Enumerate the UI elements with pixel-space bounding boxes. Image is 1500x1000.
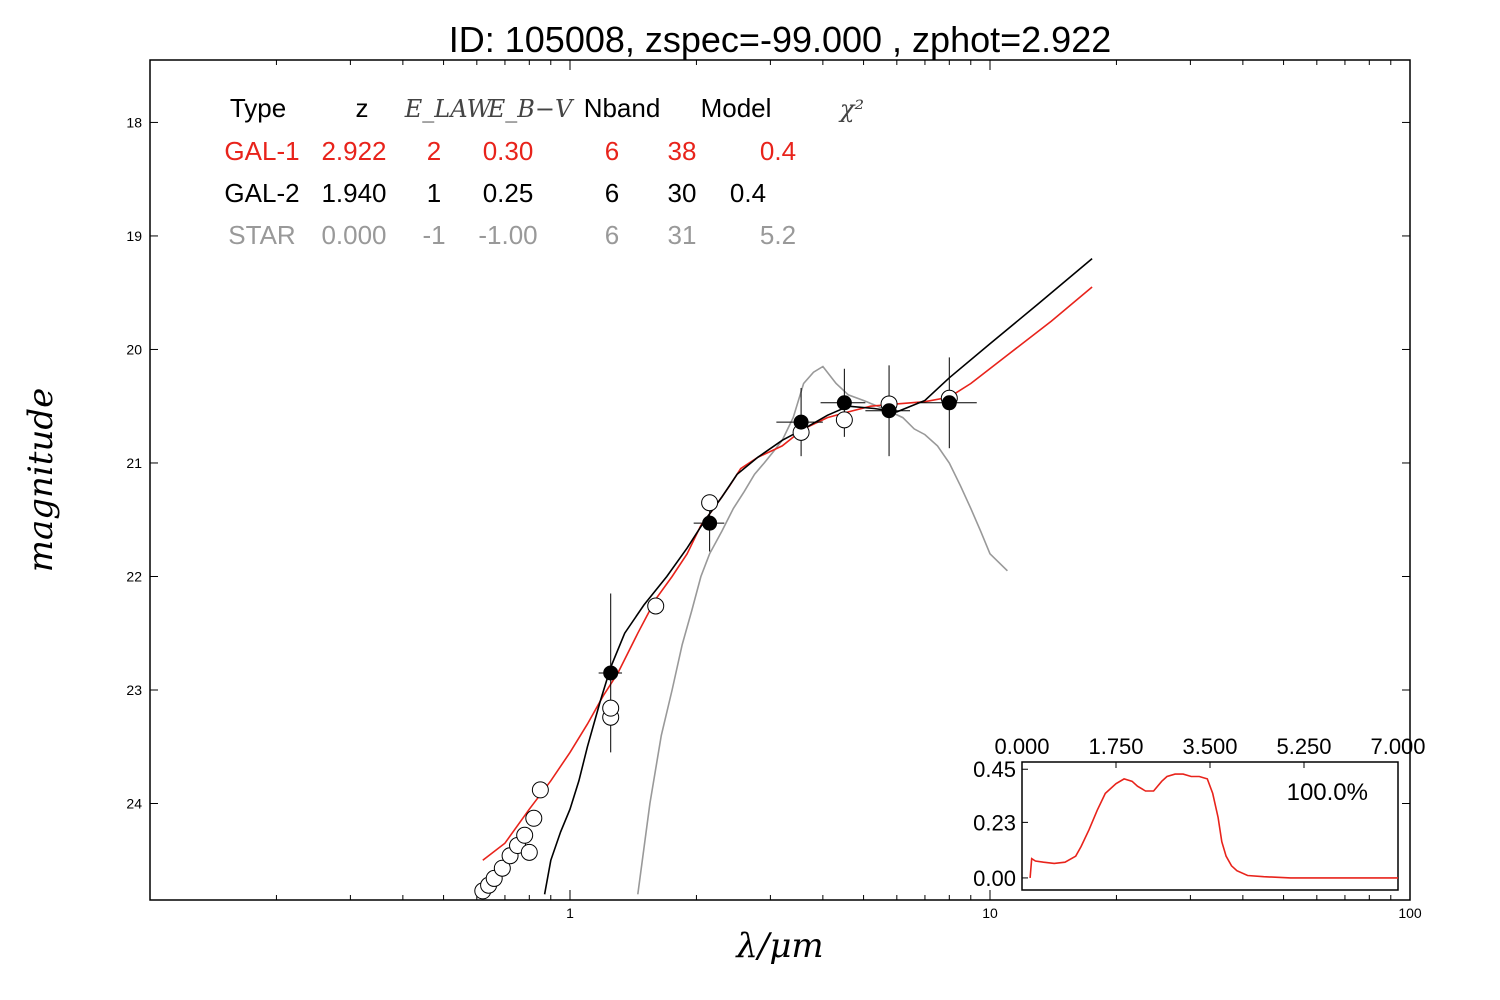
fit-table-cell: 38 — [668, 136, 697, 166]
y-tick-label: 22 — [126, 568, 142, 584]
fit-table-row-gal-1: GAL-1 2.922 2 0.30 6 38 0.4 — [224, 136, 796, 166]
fit-table-cell: 5.2 — [760, 220, 796, 250]
x-tick-label: 100 — [1398, 905, 1422, 921]
observed-magnitude-point — [941, 395, 957, 411]
gal2-sed-line — [543, 257, 1093, 895]
inset-annotation: 100.0% — [1287, 779, 1368, 806]
model-magnitude-point — [493, 859, 511, 877]
y-tick-label: 21 — [126, 455, 142, 471]
pdz-line — [1029, 773, 1398, 879]
observed-magnitude-point — [603, 665, 619, 681]
x-tick-label: 1 — [566, 905, 574, 921]
fit-table-header-cell: χ² — [838, 95, 864, 123]
model-magnitude-point — [835, 411, 853, 429]
pdz-inset-plot: 0.000 1.750 3.500 5.250 7.000 0.00 0.23 0.45 — [973, 734, 1425, 891]
plot-frame — [149, 59, 1411, 901]
fit-table-header-cell: E_B−V — [487, 95, 575, 123]
y-tick-label: 19 — [126, 228, 142, 244]
star-sed-line — [637, 365, 1008, 895]
model-magnitude-point — [647, 597, 665, 615]
fit-table-cell: 31 — [668, 220, 697, 250]
fit-table-cell: 2.922 — [321, 136, 386, 166]
fit-table-row-star: STAR 0.000 -1 -1.00 6 31 5.2 — [228, 220, 796, 250]
model-magnitude-point — [531, 781, 549, 799]
fit-table-cell: 6 — [605, 220, 619, 250]
model-magnitude-point — [602, 699, 620, 717]
fit-table-cell: 6 — [605, 178, 619, 208]
fit-table-cell: 1 — [427, 178, 441, 208]
y-tick-label: 24 — [126, 796, 142, 812]
y-tick-label: 23 — [126, 682, 142, 698]
fit-table-header-cell: Nband — [584, 93, 661, 123]
model-magnitude-point — [520, 843, 538, 861]
fit-table-cell: 0.25 — [483, 178, 534, 208]
fit-table-cell: STAR — [228, 220, 295, 250]
inset-x-tick-label: 1.750 — [1088, 734, 1143, 759]
fit-table-cell: 30 — [668, 178, 697, 208]
inset-x-tick-label: 7.000 — [1370, 734, 1425, 759]
observed-magnitude-point — [793, 414, 809, 430]
observed-magnitude-point — [836, 395, 852, 411]
fit-table-cell: 0.4 — [760, 136, 796, 166]
x-axis-label: λ/μm — [734, 926, 823, 966]
y-tick-label: 20 — [126, 341, 142, 357]
fit-table-cell: 0.30 — [483, 136, 534, 166]
x-tick-label: 10 — [982, 905, 998, 921]
fit-table-cell: -1 — [422, 220, 445, 250]
inset-x-tick-label: 5.250 — [1276, 734, 1331, 759]
observed-magnitude-point — [881, 403, 897, 419]
fit-table-header-cell: E_LAW — [404, 95, 494, 123]
model-magnitude-point — [701, 494, 719, 512]
fit-table-header-cell: Type — [230, 93, 286, 123]
fit-table-cell: 6 — [605, 136, 619, 166]
plot-area — [474, 257, 1093, 900]
fit-table-header-cell: Model — [701, 93, 772, 123]
fit-table-cell: GAL-2 — [224, 178, 299, 208]
model-magnitude-point — [525, 809, 543, 827]
fit-table-cell: 0.000 — [321, 220, 386, 250]
fit-table-cell: 0.4 — [730, 178, 766, 208]
y-axis-label: magnitude — [21, 388, 61, 573]
inset-y-tick-label: 0.00 — [973, 866, 1016, 891]
chart-title: ID: 105008, zspec=-99.000 , zphot=2.922 — [449, 19, 1111, 60]
observed-magnitude-point — [702, 515, 718, 531]
inset-y-tick-label: 0.45 — [973, 757, 1016, 782]
fit-table-row-gal-2: GAL-2 1.940 1 0.25 6 30 0.4 — [224, 178, 766, 208]
model-magnitude-point — [516, 826, 534, 844]
fit-table-cell: GAL-1 — [224, 136, 299, 166]
fit-table-cell: -1.00 — [478, 220, 537, 250]
fit-table-cell: 1.940 — [321, 178, 386, 208]
fit-table-cell: 2 — [427, 136, 441, 166]
inset-y-tick-label: 0.23 — [973, 810, 1016, 835]
inset-x-tick-label: 3.500 — [1182, 734, 1237, 759]
inset-x-tick-label: 0.000 — [994, 734, 1049, 759]
y-tick-label: 18 — [126, 114, 142, 130]
fit-table-header-cell: z — [356, 93, 369, 123]
